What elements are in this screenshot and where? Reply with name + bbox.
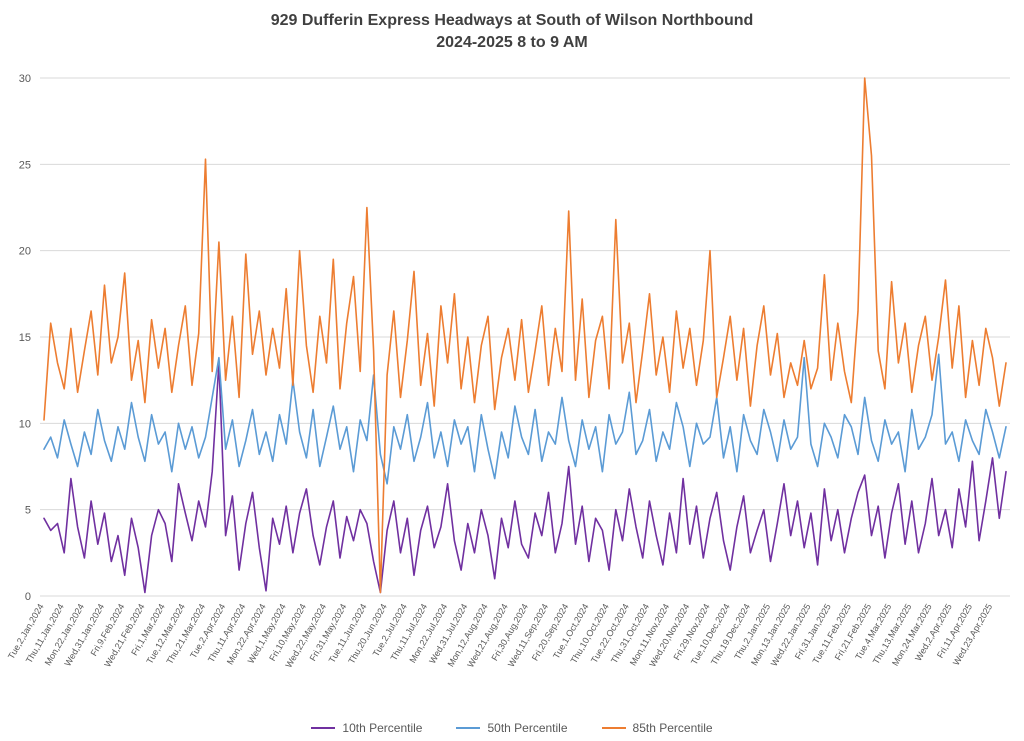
legend-item-50th-percentile: 50th Percentile [456,721,568,735]
chart-plot-area: 051015202530Tue,2,Jan,2024Thu,11,Jan,202… [6,73,1010,670]
legend-label: 85th Percentile [632,721,713,735]
legend-line-swatch-purple [311,727,336,729]
svg-text:15: 15 [19,332,31,344]
chart-title: 929 Dufferin Express Headways at South o… [0,10,1024,55]
chart-legend: 10th Percentile 50th Percentile 85th Per… [0,721,1024,735]
legend-label: 50th Percentile [487,721,568,735]
legend-item-10th-percentile: 10th Percentile [311,721,422,735]
svg-text:20: 20 [19,246,31,258]
svg-text:30: 30 [19,73,31,85]
svg-text:25: 25 [19,159,31,171]
svg-text:10: 10 [19,418,31,430]
legend-line-swatch-blue [456,727,481,729]
svg-text:5: 5 [25,505,31,517]
legend-line-swatch-orange [601,727,626,729]
svg-text:0: 0 [25,591,31,603]
chart-title-line1: 929 Dufferin Express Headways at South o… [270,12,754,29]
legend-item-85th-percentile: 85th Percentile [601,721,713,735]
chart-title-line2: 2024-2025 8 to 9 AM [436,34,588,52]
legend-label: 10th Percentile [342,721,423,735]
